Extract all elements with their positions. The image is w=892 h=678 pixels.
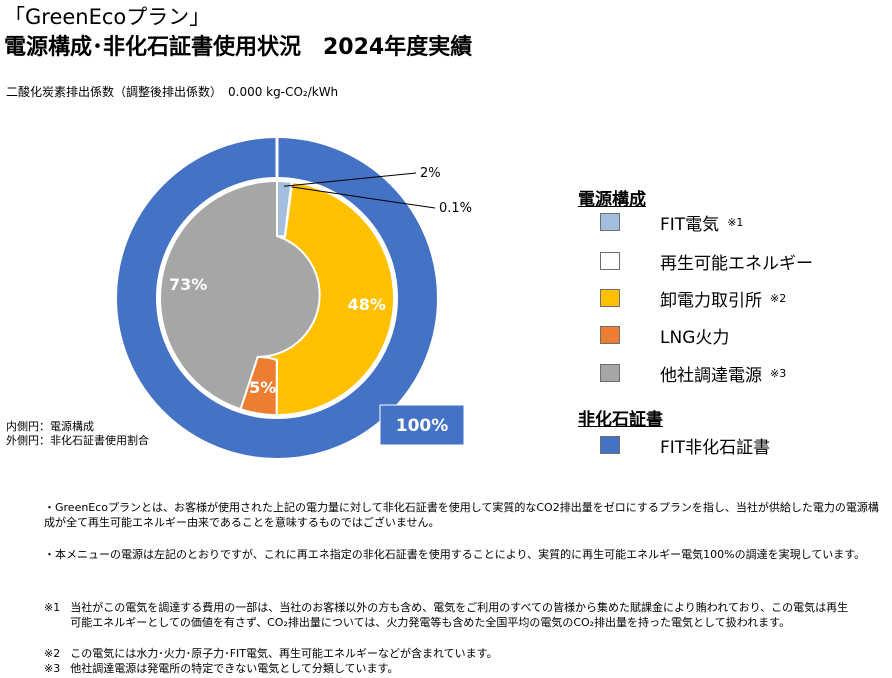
footnote-text: 他社調達電源は発電所の特定できない電気として分類しています。 (70, 662, 399, 675)
legend-label: 再生可能エネルギー (660, 253, 813, 274)
inner-ring-value-label: 5% (249, 378, 276, 397)
legend-note: ※1 (727, 215, 744, 229)
footnote-mark: ※2 (44, 647, 61, 660)
outer-ring-note: 外側円：非化石証書使用割合 (6, 434, 149, 447)
legend-label: FIT非化石証書 (660, 437, 771, 458)
page-title: 電源構成･非化石証書使用状況 2024年度実績 (4, 35, 473, 60)
emission-factor: 二酸化炭素排出係数（調整後排出係数） 0.000 kg-CO₂/kWh (6, 85, 339, 99)
legend-label: FIT電気 (660, 214, 720, 235)
title-line-1: 「GreenEcoプラン」 (4, 5, 211, 29)
legend-item-jepx: 卸電力取引所 ※2 (600, 287, 787, 311)
note-supply: ・本メニューの電源は左記のとおりですが、これに再エネ指定の非化石証書を使用するこ… (44, 548, 866, 561)
legend-swatch (600, 252, 620, 270)
legend-swatch (600, 326, 620, 344)
outer-ring-label-box (379, 404, 465, 446)
small-slice-value-label: 0.1% (439, 201, 472, 216)
legend-note: ※3 (770, 366, 787, 380)
legend-heading-mix: 電源構成 (578, 190, 646, 210)
small-slice-value-label: 2% (420, 166, 441, 181)
legend-item-other: 他社調達電源 ※3 (600, 362, 787, 386)
legend-item-renewable: 再生可能エネルギー (600, 250, 813, 274)
footnote-text: この電気には水力･火力･原子力･FIT電気、再生可能エネルギーなどが含まれていま… (70, 647, 498, 660)
note-greeneco: ・GreenEcoプランとは、お客様が使用された上記の電力量に対して非化石証書を… (44, 501, 879, 529)
legend-heading-cert: 非化石証書 (578, 410, 663, 430)
legend-item-fit-cert: FIT非化石証書 (600, 434, 771, 458)
legend-note: ※2 (770, 291, 787, 305)
inner-ring-value-label: 73% (169, 275, 207, 294)
inner-ring-slice (159, 179, 321, 411)
outer-ring-value-label: 100% (396, 416, 449, 436)
footnote-1: ※1 当社がこの電気を調達する費用の一部は、当社のお客様以外の方も含め、電気をご利… (44, 600, 889, 630)
legend-swatch (600, 436, 620, 454)
legend-label: 卸電力取引所 (660, 290, 762, 311)
legend-label: 他社調達電源 (660, 365, 762, 386)
inner-ring-note: 内側円：電源構成 (6, 420, 94, 433)
legend-swatch (600, 364, 620, 382)
footnote-3: ※3 他社調達電源は発電所の特定できない電気として分類しています。 (44, 661, 889, 676)
footnote-mark: ※1 (44, 601, 61, 614)
footnote-text: 当社がこの電気を調達する費用の一部は、当社のお客様以外の方も含め、電気をご利用の… (70, 601, 849, 629)
footnote-mark: ※3 (44, 662, 61, 675)
legend-item-lng: LNG火力 (600, 324, 730, 348)
legend-item-fit: FIT電気 ※1 (600, 211, 744, 235)
legend-swatch (600, 213, 620, 231)
leader-line (291, 186, 436, 209)
inner-ring-value-label: 48% (348, 295, 386, 314)
leader-line (283, 172, 417, 187)
legend-swatch (600, 289, 620, 307)
legend-label: LNG火力 (660, 327, 730, 348)
footnote-2: ※2 この電気には水力･火力･原子力･FIT電気、再生可能エネルギーなどが含まれて… (44, 646, 889, 661)
